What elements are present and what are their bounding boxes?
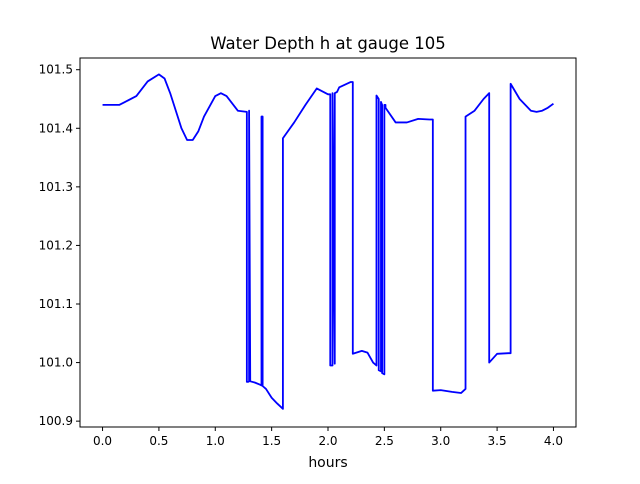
x-tick-label: 4.0 — [544, 434, 563, 448]
chart-title: Water Depth h at gauge 105 — [210, 34, 445, 53]
x-tick-label: 3.5 — [488, 434, 507, 448]
y-tick-label: 101.5 — [39, 63, 73, 77]
x-tick-label: 0.5 — [149, 434, 168, 448]
y-tick-label: 101.0 — [39, 356, 73, 370]
series-line-0 — [102, 73, 554, 410]
plot-layer — [102, 73, 554, 410]
x-tick-label: 2.0 — [318, 434, 337, 448]
y-tick-label: 101.1 — [39, 297, 73, 311]
y-tick-label: 101.2 — [39, 238, 73, 252]
x-tick-label: 2.5 — [375, 434, 394, 448]
x-axis-label: hours — [308, 455, 347, 471]
x-tick-label: 0.0 — [93, 434, 112, 448]
x-tick-label: 3.0 — [431, 434, 450, 448]
y-tick-label: 100.9 — [39, 414, 73, 428]
axes-layer: 0.0 0.5 1.0 1.5 2.0 2.5 3.0 3.5 4.0 100.9 101.0 101… — [39, 57, 577, 448]
x-tick-label: 1.0 — [206, 434, 225, 448]
x-tick-label: 1.5 — [262, 434, 281, 448]
y-tick-label: 101.3 — [39, 180, 73, 194]
y-tick-label: 101.4 — [39, 121, 73, 135]
